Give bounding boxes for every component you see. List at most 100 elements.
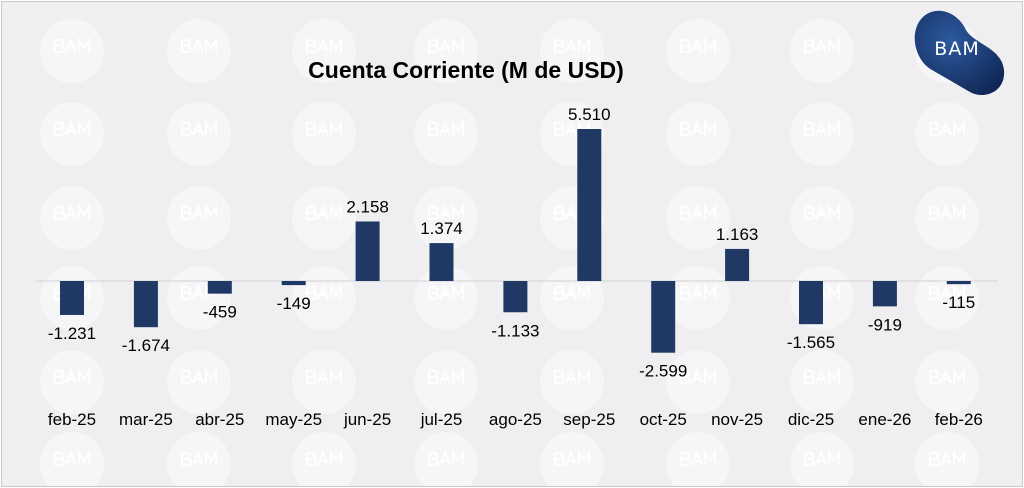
watermark-circle (40, 186, 104, 250)
watermark-bam-mark (427, 449, 465, 467)
watermark-circle (915, 186, 979, 250)
bar-oct-25 (651, 281, 676, 353)
watermark-circle (167, 432, 231, 486)
watermark-bam-mark (553, 449, 591, 467)
watermark-bam-mark (305, 203, 343, 221)
watermark-bam-mark (803, 449, 841, 467)
watermark-circle (540, 432, 604, 486)
x-tick-label: feb-25 (48, 410, 96, 429)
data-label: 1.163 (716, 225, 759, 244)
watermark-bam-mark (53, 203, 91, 221)
watermark-circle (666, 266, 730, 330)
watermark-bam-mark (53, 367, 91, 385)
data-label: 2.158 (346, 197, 389, 216)
watermark-bam-mark (553, 119, 591, 137)
watermark-bam-mark (180, 283, 218, 301)
bar-dic-25 (799, 281, 823, 325)
watermark-circle (167, 186, 231, 250)
data-label: 5.510 (568, 105, 611, 124)
data-label: -115 (942, 293, 975, 312)
x-tick-label: oct-25 (640, 410, 687, 429)
bar-abr-25 (207, 281, 232, 294)
watermark-bam-mark (53, 119, 91, 137)
bar-sep-25 (577, 129, 602, 281)
watermark-bam-mark (679, 36, 717, 54)
watermark-circle (666, 102, 730, 166)
watermark-circle (414, 432, 478, 486)
watermark-circle (167, 19, 231, 83)
watermark-circle (666, 186, 730, 250)
data-label: -1.133 (491, 321, 539, 340)
x-tick-label: abr-25 (195, 410, 244, 429)
logo-text: BAM (934, 38, 980, 60)
chart-title: Cuenta Corriente (M de USD) (308, 57, 624, 83)
watermark-bam-mark (427, 36, 465, 54)
watermark-circle (40, 350, 104, 414)
watermark-bam-mark (803, 119, 841, 137)
watermark-circle (292, 350, 356, 414)
watermark-circle (540, 350, 604, 414)
watermark-layer (40, 19, 979, 486)
data-label: -1.565 (787, 333, 835, 352)
x-tick-label: ago-25 (489, 410, 542, 429)
watermark-bam-mark (53, 449, 91, 467)
watermark-bam-mark (427, 203, 465, 221)
bar-ago-25 (503, 281, 528, 313)
watermark-circle (40, 102, 104, 166)
data-label: -459 (203, 303, 237, 322)
bar-feb-26 (946, 281, 971, 285)
data-label: -2.599 (639, 362, 687, 381)
watermark-circle (915, 350, 979, 414)
watermark-circle (790, 19, 854, 83)
bam-logo (914, 10, 1005, 96)
watermark-bam-mark (679, 283, 717, 301)
watermark-circle (292, 102, 356, 166)
watermark-bam-mark (305, 283, 343, 301)
watermark-circle (414, 350, 478, 414)
watermark-bam-mark (180, 36, 218, 54)
watermark-circle (790, 350, 854, 414)
watermark-circle (414, 102, 478, 166)
watermark-bam-mark (679, 119, 717, 137)
watermark-circle (414, 186, 478, 250)
watermark-bam-mark (679, 367, 717, 385)
watermark-bam-mark (305, 119, 343, 137)
watermark-bam-mark (679, 449, 717, 467)
watermark-circle (167, 102, 231, 166)
watermark-circle (540, 19, 604, 83)
watermark-bam-mark (305, 367, 343, 385)
data-label: -1.231 (48, 324, 96, 343)
watermark-circle (292, 186, 356, 250)
x-tick-label: ene-26 (858, 410, 911, 429)
watermark-bam-mark (305, 36, 343, 54)
watermark-circle (666, 350, 730, 414)
bar-jun-25 (355, 221, 380, 281)
data-label: -919 (868, 315, 902, 334)
watermark-circle (666, 19, 730, 83)
watermark-circle (414, 19, 478, 83)
watermark-bam-mark (180, 203, 218, 221)
watermark-circle (167, 350, 231, 414)
x-tick-label: jun-25 (343, 410, 391, 429)
watermark-bam-mark (803, 36, 841, 54)
watermark-circle (915, 432, 979, 486)
data-label: -149 (277, 294, 311, 313)
watermark-circle (292, 19, 356, 83)
x-tick-label: mar-25 (119, 410, 173, 429)
watermark-bam-mark (427, 367, 465, 385)
bar-feb-25 (60, 281, 84, 315)
watermark-circle (40, 19, 104, 83)
watermark-bam-mark (180, 367, 218, 385)
bar-jul-25 (429, 243, 454, 281)
watermark-circle (790, 186, 854, 250)
watermark-circle (915, 102, 979, 166)
bar-nov-25 (725, 248, 750, 281)
watermark-bam-mark (427, 119, 465, 137)
watermark-bam-mark (553, 203, 591, 221)
watermark-circle (292, 266, 356, 330)
x-tick-label: feb-26 (935, 410, 983, 429)
watermark-bam-mark (427, 283, 465, 301)
data-label: 1.374 (420, 219, 463, 238)
